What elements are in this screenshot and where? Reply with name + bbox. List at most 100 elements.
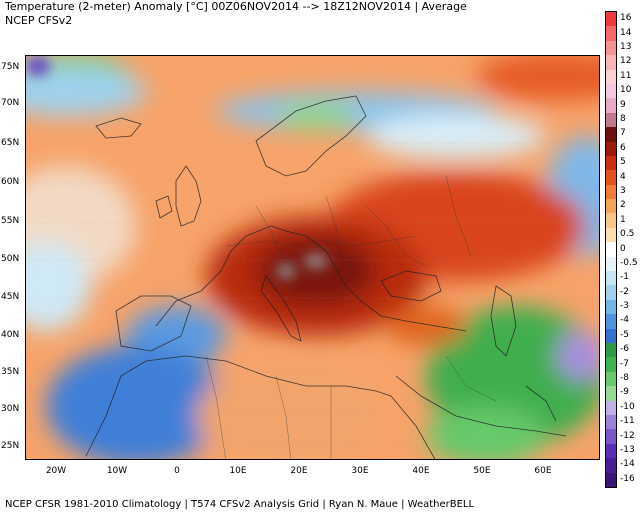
italy-coastline bbox=[260, 275, 302, 342]
lon-label-50e: 50E bbox=[473, 466, 491, 476]
colorbar-tick-label: 12 bbox=[620, 56, 632, 67]
redsea-coastline bbox=[395, 375, 567, 437]
colorbar-tick-label: 7 bbox=[620, 128, 626, 139]
northwest-cool-zone bbox=[26, 66, 146, 116]
europe-coastline bbox=[155, 225, 467, 332]
colorbar-tick-label: 10 bbox=[620, 85, 632, 96]
colorbar-tick-label: -12 bbox=[620, 430, 635, 441]
colorbar-tick-label: 16 bbox=[620, 13, 632, 24]
colorbar-tick-label: 3 bbox=[620, 185, 626, 196]
colorbar-swatch bbox=[606, 127, 616, 142]
colorbar-tick-label: 1 bbox=[620, 214, 626, 225]
colorbar-swatch bbox=[606, 199, 616, 214]
country-borders-2 bbox=[255, 205, 297, 272]
iberia-coastline bbox=[115, 295, 192, 352]
scandinavia-coastline bbox=[255, 95, 367, 177]
colorbar-swatch bbox=[606, 271, 616, 286]
colorbar bbox=[605, 11, 617, 488]
colorbar-swatch bbox=[606, 357, 616, 372]
colorbar-tick-label: 9 bbox=[620, 99, 626, 110]
colorbar-swatch bbox=[606, 55, 616, 70]
colorbar-swatch bbox=[606, 299, 616, 315]
colorbar-swatch bbox=[606, 26, 616, 41]
colorbar-swatch bbox=[606, 12, 616, 27]
ireland-coastline bbox=[155, 195, 173, 219]
colorbar-swatch bbox=[606, 371, 616, 387]
country-borders-3 bbox=[325, 195, 357, 277]
arabia-coastline bbox=[390, 395, 436, 459]
lon-label-60e: 60E bbox=[534, 466, 552, 476]
lon-label-10e: 10E bbox=[229, 466, 247, 476]
colorbar-swatch bbox=[606, 458, 616, 473]
arabia-cool-zone bbox=[426, 406, 546, 459]
colorbar-tick-label: -14 bbox=[620, 459, 635, 470]
lat-label-50n: 50N bbox=[1, 254, 20, 264]
blacksea-coastline bbox=[380, 270, 442, 302]
lat-label-55n: 55N bbox=[1, 216, 20, 226]
colorbar-tick-label: -8 bbox=[620, 373, 629, 384]
britain-coastline bbox=[175, 165, 202, 227]
colorbar-tick-label: 11 bbox=[620, 70, 632, 81]
colorbar-swatch bbox=[606, 386, 616, 401]
colorbar-tick-label: -10 bbox=[620, 401, 635, 412]
colorbar-swatch bbox=[606, 141, 616, 156]
gulf-coastline bbox=[525, 385, 557, 422]
lat-label-70n: 70N bbox=[1, 98, 20, 108]
anomaly-map-canvas bbox=[26, 56, 599, 459]
lat-label-60n: 60N bbox=[1, 177, 20, 187]
lat-label-65n: 65N bbox=[1, 138, 20, 148]
colorbar-tick-label: 6 bbox=[620, 142, 626, 153]
colorbar-swatch bbox=[606, 443, 616, 459]
colorbar-tick-label: 8 bbox=[620, 113, 626, 124]
colorbar-tick-label: -16 bbox=[620, 473, 635, 484]
colorbar-tick-label: -2 bbox=[620, 286, 629, 297]
colorbar-swatch bbox=[606, 213, 616, 228]
colorbar-swatch bbox=[606, 242, 616, 257]
colorbar-tick-label: 13 bbox=[620, 41, 632, 52]
colorbar-tick-label: -0.5 bbox=[620, 257, 638, 268]
colorbar-swatch bbox=[606, 400, 616, 415]
colorbar-swatch bbox=[606, 472, 616, 487]
lat-label-45n: 45N bbox=[1, 292, 20, 302]
colorbar-tick-label: -13 bbox=[620, 445, 635, 455]
colorbar-swatch bbox=[606, 184, 616, 200]
colorbar-swatch bbox=[606, 256, 616, 272]
lat-label-35n: 35N bbox=[1, 367, 20, 377]
lon-label-0: 0 bbox=[174, 466, 180, 476]
arctic-warm-zone bbox=[476, 56, 599, 101]
colorbar-tick-label: 2 bbox=[620, 200, 626, 211]
colorbar-swatch bbox=[606, 83, 616, 99]
colorbar-tick-label: -6 bbox=[620, 344, 629, 355]
lat-label-25n: 25N bbox=[1, 441, 20, 451]
colorbar-swatch bbox=[606, 69, 616, 84]
colorbar-swatch bbox=[606, 112, 616, 128]
colorbar-swatch bbox=[606, 98, 616, 113]
lon-label-40e: 40E bbox=[412, 466, 430, 476]
colorbar-tick-label: 0 bbox=[620, 243, 626, 254]
anomaly-map bbox=[25, 55, 600, 460]
colorbar-tick-label: -11 bbox=[620, 416, 635, 427]
colorbar-tick-label: 5 bbox=[620, 157, 626, 168]
colorbar-swatch bbox=[606, 414, 616, 430]
colorbar-swatch bbox=[606, 314, 616, 329]
country-borders-6 bbox=[205, 355, 226, 459]
northwest-purple-zone bbox=[26, 56, 50, 76]
colorbar-swatch bbox=[606, 342, 616, 358]
lon-label-20e: 20E bbox=[290, 466, 308, 476]
country-borders-9 bbox=[445, 355, 497, 402]
lon-label-20w: 20W bbox=[45, 466, 67, 476]
colorbar-swatch bbox=[606, 429, 616, 444]
colorbar-tick-label: -4 bbox=[620, 315, 629, 326]
turkey-warm-zone bbox=[386, 306, 466, 346]
colorbar-tick-label: 4 bbox=[620, 171, 626, 182]
atlantic-cool-zone bbox=[26, 241, 91, 331]
map-footer: NCEP CFSR 1981-2010 Climatology | T574 C… bbox=[5, 499, 475, 510]
colorbar-swatch bbox=[606, 227, 616, 243]
country-borders-7 bbox=[275, 375, 292, 459]
country-borders-1 bbox=[225, 235, 417, 247]
colorbar-swatch bbox=[606, 328, 616, 343]
iran-purple-zone bbox=[556, 331, 599, 381]
carpathian-gray-zone bbox=[304, 253, 328, 269]
colorbar-tick-label: -5 bbox=[620, 329, 629, 340]
lat-label-30n: 30N bbox=[1, 404, 20, 414]
